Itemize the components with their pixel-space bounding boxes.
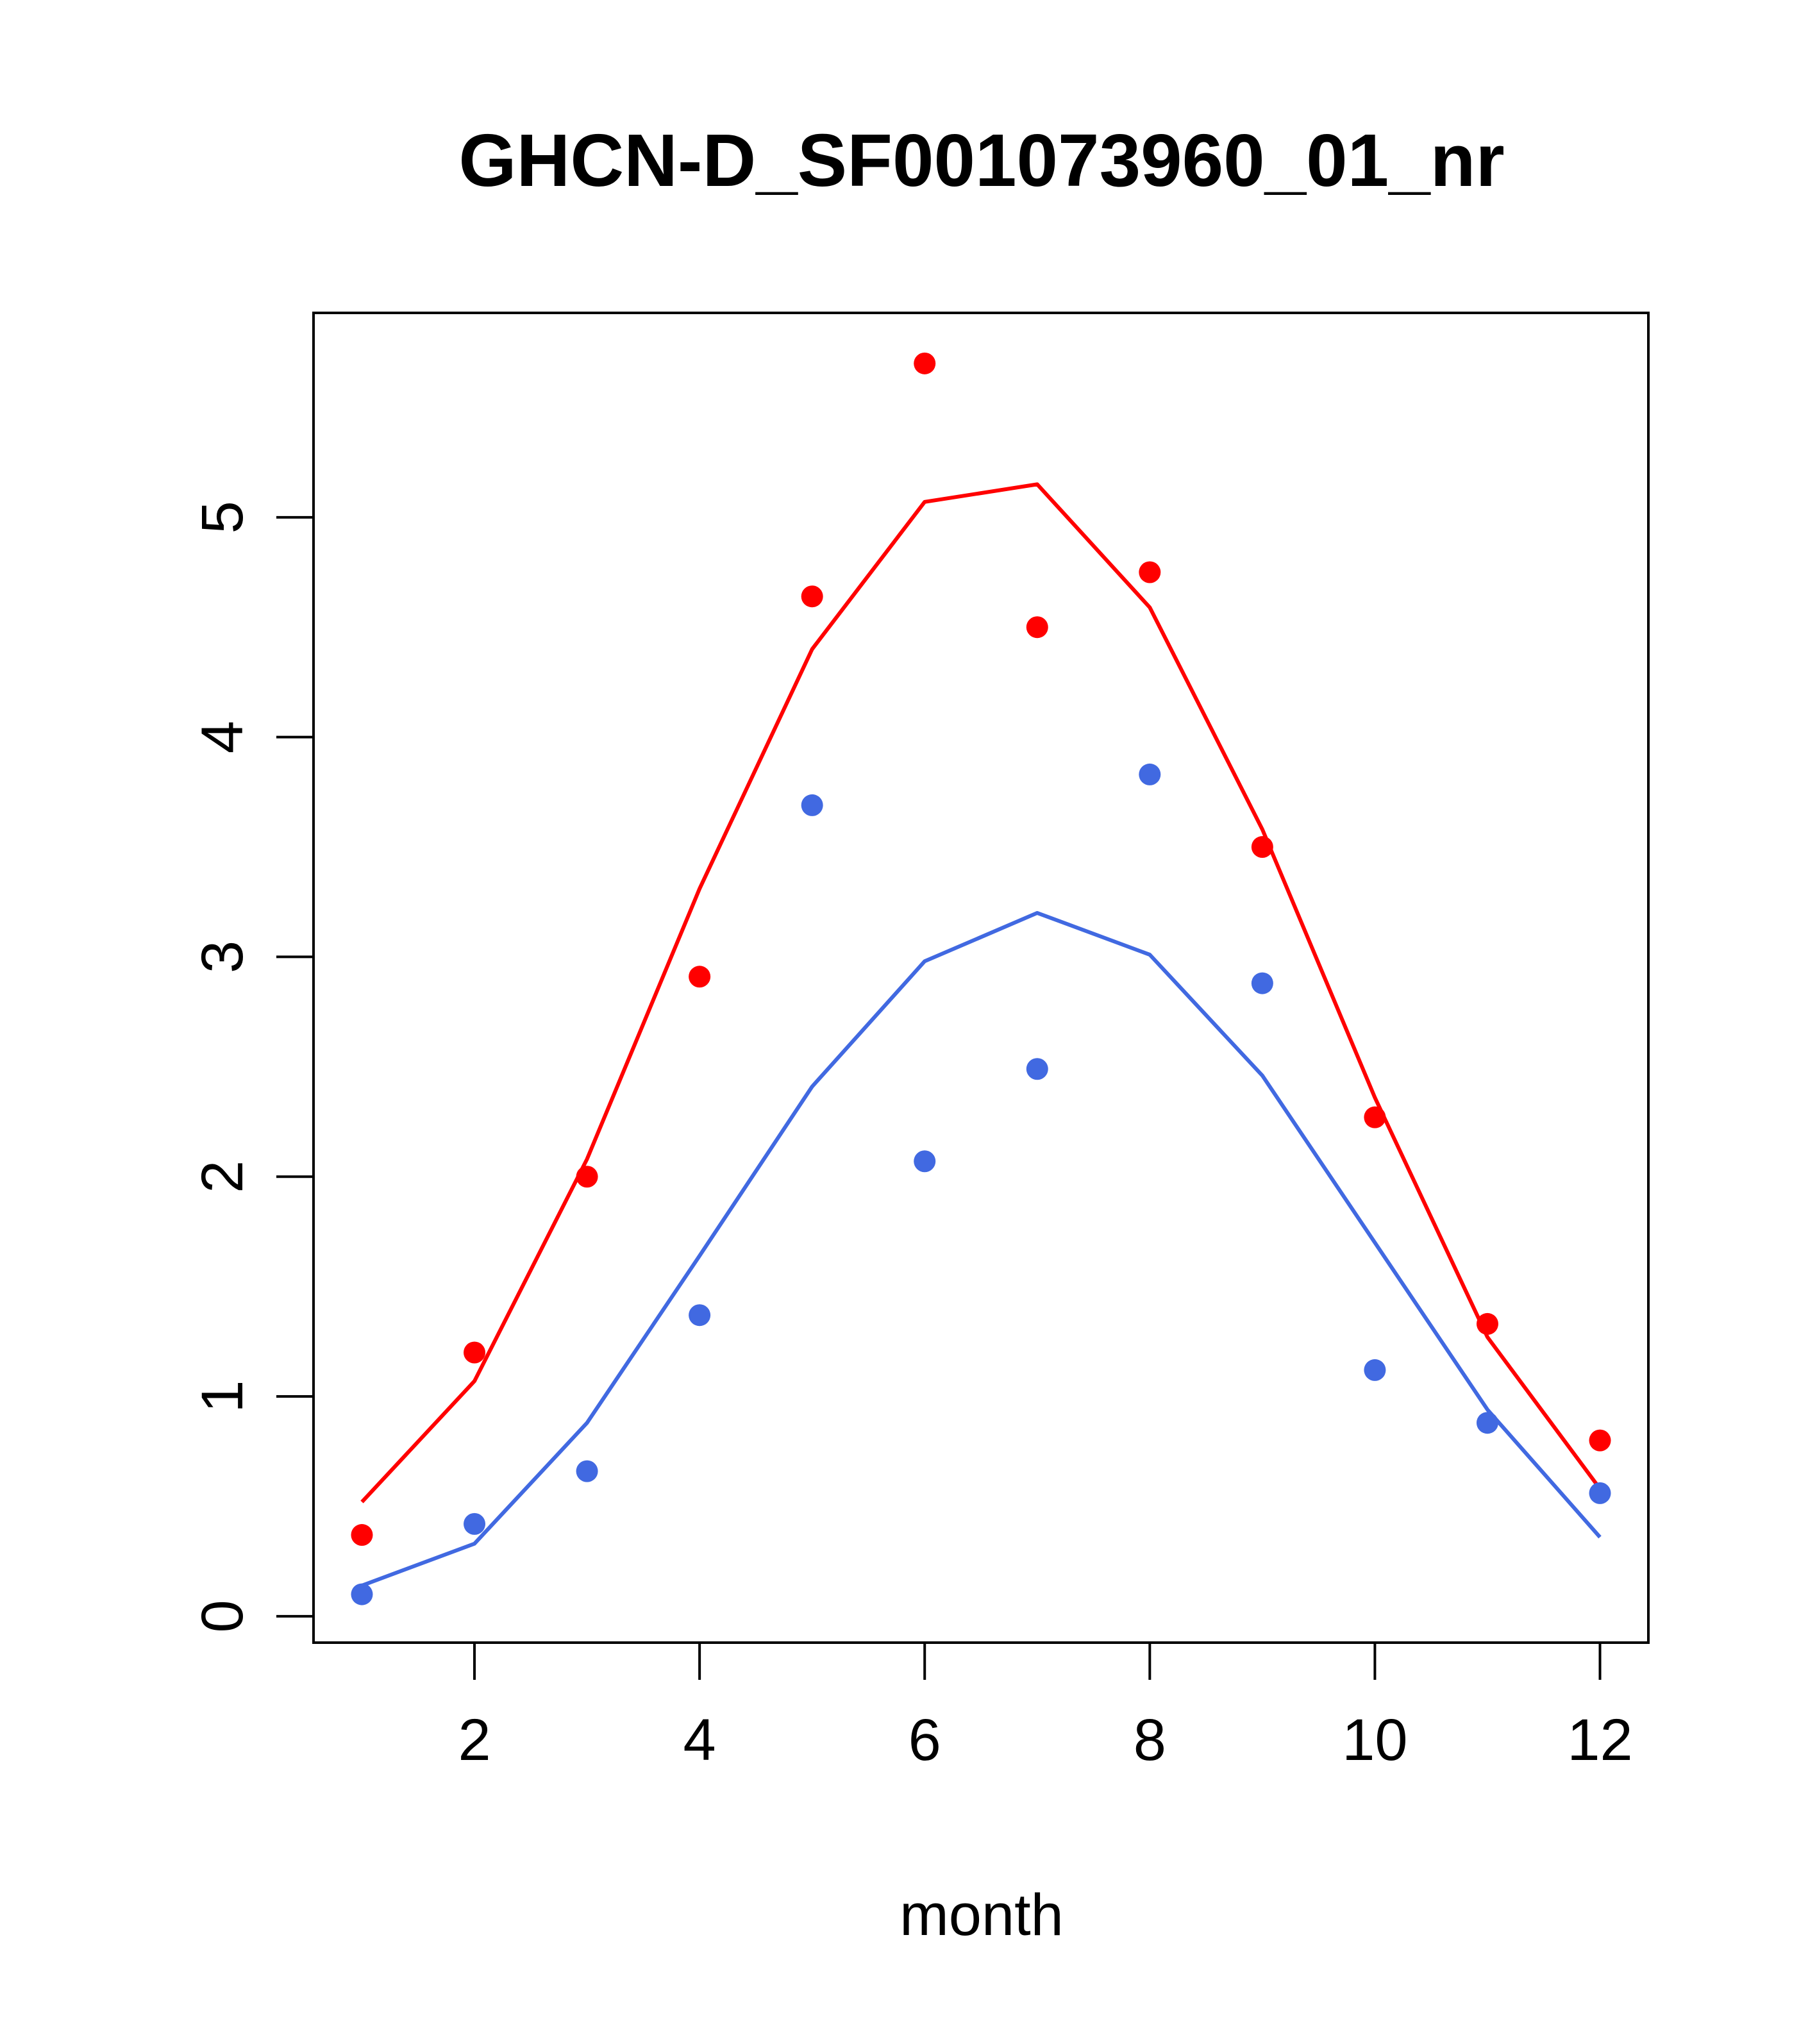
x-tick-label: 6 bbox=[908, 1707, 941, 1773]
series-2 bbox=[351, 763, 1611, 1605]
series-2-point bbox=[1476, 1412, 1498, 1434]
series-1-point bbox=[1251, 836, 1273, 859]
series-1-point bbox=[576, 1166, 598, 1188]
y-tick-label: 2 bbox=[190, 1160, 255, 1193]
series-1-point bbox=[1026, 616, 1048, 639]
series-2-line bbox=[361, 910, 1602, 1587]
series-2-point bbox=[801, 794, 823, 816]
series-2-point bbox=[1589, 1482, 1611, 1504]
series-1-point bbox=[1364, 1106, 1386, 1128]
x-tick-label: 4 bbox=[683, 1707, 716, 1773]
y-tick-label: 3 bbox=[190, 941, 255, 973]
series-1-point bbox=[1589, 1429, 1611, 1452]
chart-title: GHCN-D_SF001073960_01_nr bbox=[458, 119, 1504, 202]
series-1-point bbox=[351, 1524, 373, 1546]
x-axis: 2 4 6 8 10 12 bbox=[458, 1641, 1633, 1773]
series-1-point bbox=[1139, 561, 1161, 583]
series-layer bbox=[351, 352, 1611, 1605]
y-tick-label: 5 bbox=[190, 501, 255, 533]
series-2-point bbox=[464, 1512, 486, 1535]
y-tick-label: 1 bbox=[190, 1380, 255, 1412]
series-1-line bbox=[360, 482, 1602, 1504]
series-2-point bbox=[1251, 972, 1273, 994]
x-tick-label: 2 bbox=[458, 1707, 490, 1773]
x-axis-label: month bbox=[900, 1882, 1064, 1948]
x-tick-label: 8 bbox=[1134, 1707, 1166, 1773]
y-tick-label: 0 bbox=[190, 1600, 255, 1632]
series-1-point bbox=[914, 352, 936, 374]
x-tick-label: 10 bbox=[1342, 1707, 1407, 1773]
series-2-point bbox=[351, 1583, 373, 1605]
x-tick-label: 12 bbox=[1567, 1707, 1632, 1773]
series-1-point bbox=[464, 1341, 486, 1364]
series-2-point bbox=[1364, 1359, 1386, 1381]
series-1-point bbox=[801, 585, 823, 608]
series-2-point bbox=[914, 1150, 936, 1173]
series-2-point bbox=[1026, 1058, 1048, 1080]
plot-frame bbox=[312, 312, 1650, 1644]
series-2-point bbox=[576, 1460, 598, 1482]
series-1-point bbox=[689, 966, 711, 988]
y-axis: 0 1 2 3 4 5 bbox=[190, 501, 315, 1632]
series-1 bbox=[351, 352, 1611, 1546]
series-1-point bbox=[1476, 1312, 1498, 1335]
series-2-point bbox=[689, 1304, 711, 1327]
series-2-point bbox=[1139, 763, 1161, 785]
y-tick-label: 4 bbox=[190, 721, 255, 753]
